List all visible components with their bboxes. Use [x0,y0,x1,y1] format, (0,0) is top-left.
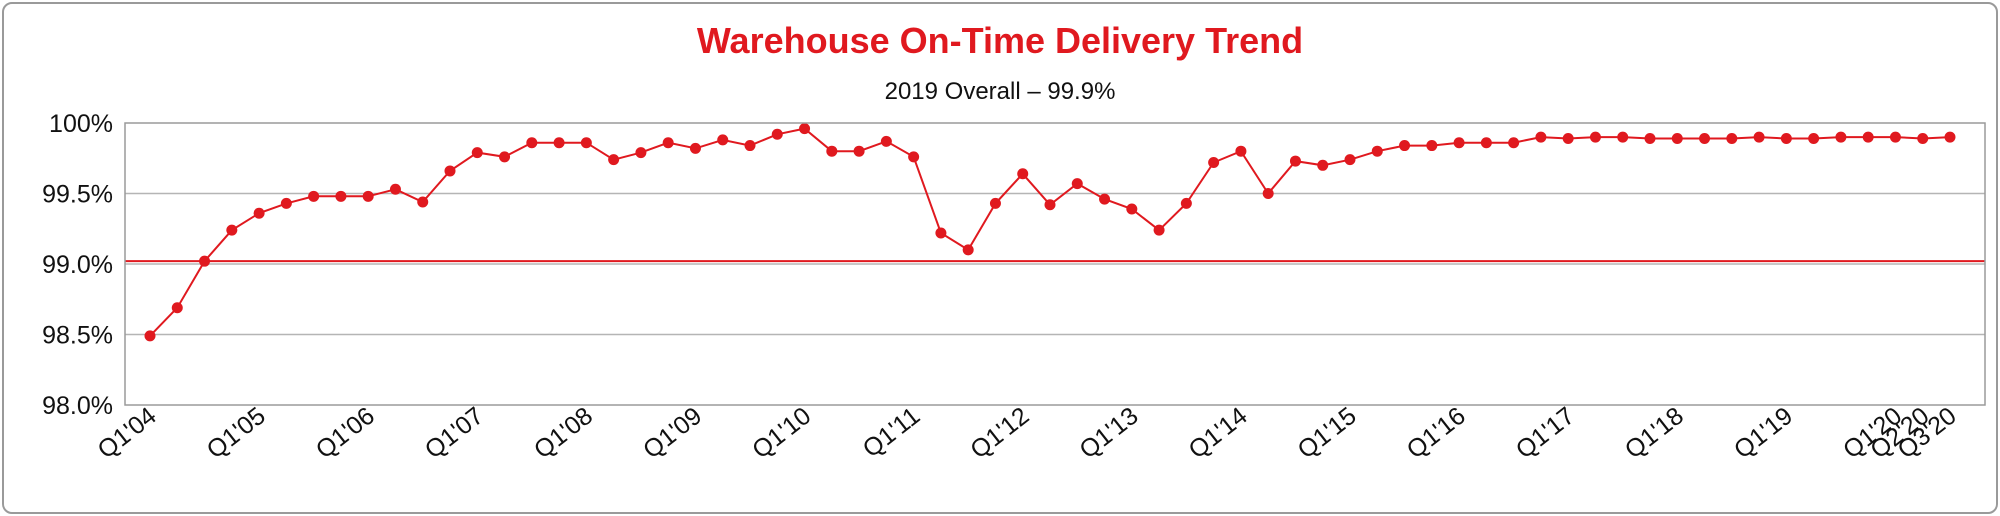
data-point [1235,145,1247,157]
data-point [935,227,947,239]
data-point [744,140,756,152]
y-tick-label: 98.5% [42,322,113,350]
data-point [471,147,483,159]
data-point [1099,193,1111,205]
data-point [1889,131,1901,143]
data-point [826,145,838,157]
x-tick-label: Q1'16 [1402,402,1471,465]
series-line [149,127,1951,337]
data-point [362,190,374,202]
x-tick-label: Q1'10 [747,402,816,465]
data-point [1453,137,1465,149]
series-layer [144,123,1956,342]
x-tick-label: Q1'08 [529,402,598,465]
data-point [171,302,183,314]
data-point [880,135,892,147]
data-point [635,147,647,159]
data-point [1317,159,1329,171]
x-tick-label: Q1'14 [1183,402,1252,465]
data-point [1508,137,1520,149]
data-point [689,142,701,154]
data-point [1399,140,1411,152]
data-point [1044,199,1056,211]
data-point [908,151,920,163]
data-point [308,190,320,202]
data-point [853,145,865,157]
x-tick-label: Q1'17 [1511,402,1580,465]
data-point [253,207,265,219]
x-tick-label: Q1'09 [638,402,707,465]
y-tick-label: 99.0% [42,251,113,279]
data-point [1371,145,1383,157]
data-point [799,123,811,135]
x-tick-label: Q3'20 [1892,402,1961,465]
data-point [608,154,620,166]
data-point [1671,133,1683,145]
x-tick-label: Q1'13 [1074,402,1143,465]
x-axis-tick-labels: Q1'04 Q1'05 Q1'06 Q1'07 Q1'08 Q1'09 Q1'10 Q1'11… [92,402,1961,465]
data-point [1480,137,1492,149]
data-point [1126,203,1138,215]
data-point [144,330,156,342]
data-point [1835,131,1847,143]
data-point [444,165,456,177]
data-point [989,197,1001,209]
x-tick-label: Q1'07 [420,402,489,465]
data-point [1535,131,1547,143]
data-point [1917,133,1929,145]
data-point [1180,197,1192,209]
data-point [335,190,347,202]
data-point [662,137,674,149]
data-point [1862,131,1874,143]
data-point [553,137,565,149]
data-point [280,197,292,209]
plot-area-border [124,122,1986,406]
x-tick-label: Q1'15 [1292,402,1361,465]
x-tick-label: Q1'19 [1729,402,1798,465]
chart-title: Warehouse On-Time Delivery Trend [696,20,1304,61]
data-point [1644,133,1656,145]
data-point [1426,140,1438,152]
data-point [717,134,729,146]
data-point [1562,133,1574,145]
data-point [1726,133,1738,145]
data-point [771,128,783,140]
data-point [580,137,592,149]
data-point [1017,168,1029,180]
data-point [1153,224,1165,236]
data-point [1808,133,1820,145]
x-tick-label: Q1'06 [311,402,380,465]
data-point [1780,133,1792,145]
data-point [1344,154,1356,166]
data-point [1289,155,1301,167]
data-point [389,183,401,195]
y-tick-label: 98.0% [42,392,113,420]
data-point [499,151,511,163]
data-point [1208,156,1220,168]
data-point [526,137,538,149]
y-tick-label: 100% [49,110,113,138]
data-point [1753,131,1765,143]
x-tick-label: Q1'18 [1620,402,1689,465]
data-point [1589,131,1601,143]
y-axis-tick-labels: 98.0% 98.5% 99.0% 99.5% 100% [42,110,113,420]
x-tick-label: Q1'11 [858,402,926,464]
y-tick-label: 99.5% [42,181,113,209]
data-point [226,224,238,236]
chart-subtitle: 2019 Overall – 99.9% [884,78,1116,105]
gridlines [125,192,1985,336]
data-point [1699,133,1711,145]
data-point [1071,178,1083,190]
x-tick-label: Q1'12 [965,402,1034,465]
data-point [1944,131,1956,143]
data-point [1617,131,1629,143]
x-tick-label: Q1'05 [202,402,271,465]
data-point [962,244,974,256]
data-point [417,196,429,208]
data-point [1262,188,1274,199]
data-point [199,255,211,267]
